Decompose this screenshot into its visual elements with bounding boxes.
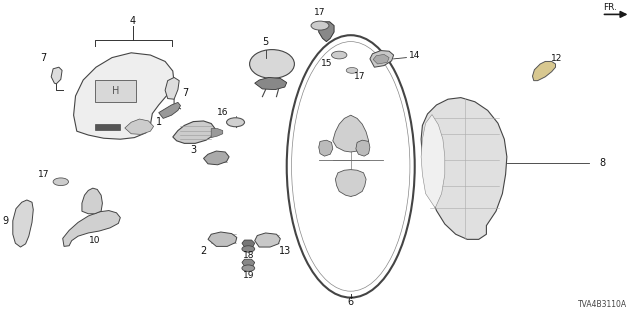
Text: 18: 18: [243, 252, 254, 260]
Text: 1: 1: [156, 116, 162, 127]
Polygon shape: [82, 188, 102, 214]
Polygon shape: [204, 151, 229, 165]
Text: 6: 6: [348, 297, 354, 308]
Polygon shape: [335, 170, 366, 196]
Text: 8: 8: [600, 158, 606, 168]
Text: 9: 9: [2, 216, 8, 226]
Text: 14: 14: [409, 52, 420, 60]
Circle shape: [242, 246, 255, 252]
Polygon shape: [125, 119, 154, 134]
Polygon shape: [319, 22, 334, 42]
Text: 17: 17: [354, 72, 365, 81]
Bar: [95, 80, 136, 102]
Circle shape: [332, 51, 347, 59]
Text: 7: 7: [182, 88, 189, 98]
Text: 4: 4: [130, 16, 136, 26]
Circle shape: [311, 21, 329, 30]
Polygon shape: [370, 51, 394, 67]
Polygon shape: [242, 240, 255, 247]
Text: 2: 2: [200, 246, 207, 256]
Text: FR.: FR.: [603, 3, 617, 12]
Text: 17: 17: [314, 8, 326, 17]
Text: 10: 10: [89, 236, 100, 245]
Polygon shape: [159, 102, 180, 118]
Polygon shape: [51, 67, 62, 84]
Circle shape: [53, 178, 68, 186]
Polygon shape: [211, 129, 223, 138]
Polygon shape: [356, 140, 370, 156]
Text: 19: 19: [243, 271, 254, 280]
Circle shape: [242, 265, 255, 271]
Text: 15: 15: [321, 60, 332, 68]
Polygon shape: [319, 140, 333, 156]
Polygon shape: [333, 115, 369, 152]
Polygon shape: [74, 53, 174, 139]
Polygon shape: [421, 98, 507, 239]
Circle shape: [346, 68, 358, 73]
Text: H: H: [112, 86, 120, 96]
Text: 5: 5: [262, 37, 269, 47]
Circle shape: [227, 118, 244, 127]
Text: 16: 16: [217, 108, 228, 117]
Polygon shape: [255, 77, 287, 90]
Text: 13: 13: [278, 246, 291, 256]
Text: 17: 17: [38, 170, 49, 179]
Polygon shape: [165, 77, 179, 99]
Polygon shape: [242, 259, 255, 266]
Polygon shape: [373, 54, 389, 64]
Text: TVA4B3110A: TVA4B3110A: [578, 300, 627, 309]
Text: 12: 12: [551, 54, 563, 63]
Text: 3: 3: [190, 145, 196, 156]
Bar: [95, 124, 120, 130]
Polygon shape: [421, 115, 445, 208]
Polygon shape: [63, 211, 120, 246]
Text: 7: 7: [40, 52, 47, 63]
Polygon shape: [208, 232, 237, 246]
Polygon shape: [13, 200, 33, 247]
Ellipse shape: [250, 50, 294, 78]
Polygon shape: [532, 61, 556, 81]
Polygon shape: [173, 121, 215, 143]
Polygon shape: [255, 233, 280, 247]
